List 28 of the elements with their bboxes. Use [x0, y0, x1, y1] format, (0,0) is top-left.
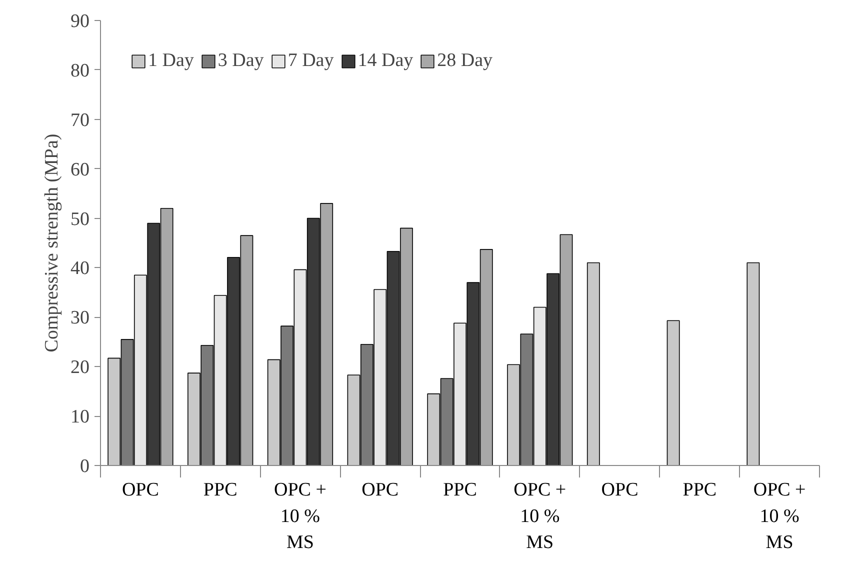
y-tick-label: 80: [70, 60, 90, 82]
legend-label: 7 Day: [288, 50, 334, 72]
y-tick-label: 20: [70, 357, 90, 378]
x-tick-label: PPC: [682, 480, 717, 500]
y-tick-label: 40: [70, 258, 90, 280]
y-tick-label: 90: [70, 11, 90, 32]
y-axis-title: Compressive strength (MPa): [42, 134, 62, 352]
bar: [666, 320, 680, 466]
x-tick-label: OPC + 10 % MS: [753, 480, 806, 553]
x-tick-label: OPC: [362, 480, 399, 500]
bar: [586, 262, 600, 466]
x-tick-label: OPC + 10 % MS: [514, 480, 566, 553]
y-tick-label: 30: [70, 308, 90, 329]
y-tick-label: 70: [70, 110, 90, 131]
y-tick-label: 60: [70, 159, 90, 180]
x-tick-label: PPC: [443, 480, 477, 500]
x-tick-label: OPC: [601, 480, 638, 500]
legend-label: 3 Day: [218, 50, 264, 72]
legend-label: 28 Day: [437, 50, 493, 72]
y-tick-label: 0: [80, 456, 90, 477]
bar: [746, 262, 760, 466]
legend-label: 14 Day: [358, 50, 414, 72]
legend-label: 1 Day: [148, 50, 194, 72]
x-tick-label: OPC + 10 % MS: [274, 480, 326, 553]
x-tick-label: PPC: [203, 480, 238, 500]
y-tick-label: 10: [70, 406, 90, 428]
y-tick-label: 50: [70, 208, 90, 230]
x-tick-label: OPC: [122, 480, 159, 500]
